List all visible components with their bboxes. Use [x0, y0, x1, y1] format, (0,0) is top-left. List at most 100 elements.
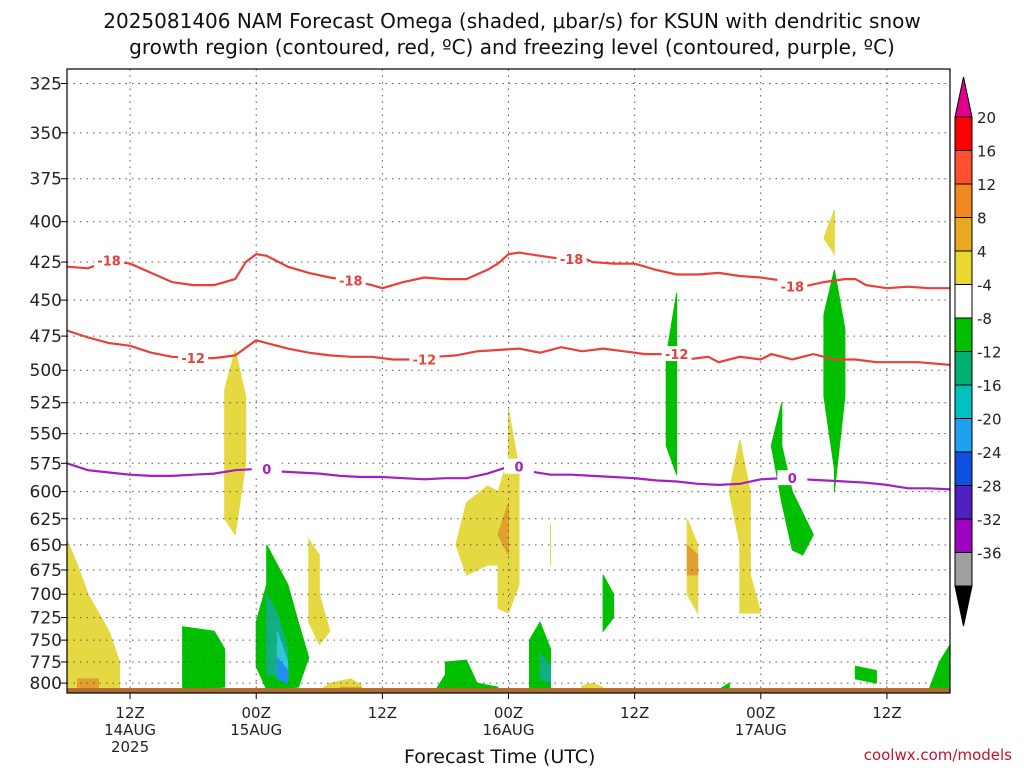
colorbar-label: -36 [977, 545, 1002, 563]
title-line-2: growth region (contoured, red, ºC) and f… [129, 35, 895, 59]
omega-region-20 [770, 402, 814, 556]
omega-region-16 [433, 659, 499, 692]
colorbar: 20 16 12 8 4 -4 -8 -12 -16 -20 -24 -28 -32 -36 [954, 76, 1002, 627]
contour--12 [67, 329, 950, 366]
y-tick-label: 500 [30, 361, 62, 381]
colorbar-segment [954, 485, 973, 520]
colorbar-segment [954, 384, 973, 419]
colorbar-label: 4 [977, 243, 987, 261]
omega-shading [67, 209, 950, 693]
x-tick-label: 16AUG [483, 721, 535, 739]
colorbar-label: -12 [977, 344, 1002, 362]
contour-label: 0 [788, 472, 797, 487]
x-tick-label: 17AUG [735, 721, 787, 739]
omega-region-1 [224, 349, 247, 536]
colorbar-segment [954, 317, 973, 352]
omega-region-21 [823, 269, 846, 492]
contour-label: -18 [97, 254, 121, 269]
contour-label: -12 [181, 352, 205, 367]
y-tick-label: 675 [30, 561, 62, 581]
contour-label: -18 [339, 275, 363, 290]
omega-region-11 [686, 543, 699, 576]
colorbar-segment [954, 183, 973, 218]
y-axis: 325 350 375 400 425 450 475 500 525 550 575 600 625 6… [30, 74, 67, 694]
contour-label-bg [661, 346, 692, 362]
x-tick-label: 15AUG [230, 721, 282, 739]
y-tick-label: 450 [30, 291, 62, 311]
omega-region-10 [497, 502, 509, 556]
colorbar-segment [954, 250, 973, 285]
contour-label: -18 [560, 253, 584, 268]
y-tick-label: 325 [30, 74, 62, 94]
credit-link[interactable]: coolwx.com/models [863, 746, 1012, 764]
chart-title: 2025081406 NAM Forecast Omega (shaded, μ… [0, 8, 1024, 60]
y-tick-label: 575 [30, 454, 62, 474]
contour-label: -18 [781, 281, 805, 296]
y-tick-label: 350 [30, 124, 62, 144]
colorbar-label: -16 [977, 377, 1002, 395]
colorbar-segment [954, 351, 973, 386]
y-tick-label: 525 [30, 394, 62, 414]
colorbar-segment [954, 284, 973, 319]
colorbar-segment [954, 451, 973, 486]
y-tick-label: 650 [30, 536, 62, 556]
colorbar-top-arrow [954, 76, 973, 118]
contour-label-bg [409, 351, 440, 367]
y-tick-label: 700 [30, 585, 62, 605]
omega-region-3 [455, 408, 520, 614]
x-axis-title: Forecast Time (UTC) [404, 746, 596, 768]
omega-region-19 [665, 292, 678, 475]
y-tick-label: 725 [30, 609, 62, 629]
contour-label-bg [504, 458, 535, 474]
colorbar-label: -28 [977, 478, 1002, 496]
omega-region-2 [308, 538, 331, 646]
colorbar-label: -32 [977, 511, 1002, 529]
colorbar-segment [954, 150, 973, 185]
x-tick-label: 12Z [368, 704, 397, 722]
omega-region-28 [276, 656, 289, 684]
colorbar-segment [954, 552, 973, 587]
omega-region-7 [823, 209, 835, 256]
x-tick-label: 2025 [111, 738, 149, 756]
colorbar-label: 8 [977, 210, 987, 228]
x-tick-label: 00Z [746, 704, 775, 722]
y-tick-label: 475 [30, 327, 62, 347]
contour-label: 0 [262, 463, 271, 478]
colorbar-label: 12 [977, 176, 996, 194]
x-tick-label: 12Z [620, 704, 649, 722]
colorbar-segment [954, 518, 973, 553]
grid-lines [67, 69, 950, 693]
omega-region-26 [539, 651, 551, 684]
y-tick-label: 800 [30, 674, 62, 694]
colorbar-label: 20 [977, 109, 996, 127]
colorbar-segment [954, 217, 973, 252]
colorbar-label: -20 [977, 411, 1002, 429]
y-tick-label: 375 [30, 170, 62, 190]
contour-label-bg [777, 278, 808, 294]
y-tick-label: 400 [30, 213, 62, 233]
y-tick-label: 425 [30, 253, 62, 273]
omega-region-6 [728, 439, 762, 614]
colorbar-segment [954, 116, 973, 151]
contour-label-bg [178, 350, 209, 366]
x-tick-label: 00Z [494, 704, 523, 722]
contour-label-bg [777, 470, 808, 486]
contour-label-bg [335, 272, 366, 288]
colorbar-label: -24 [977, 444, 1002, 462]
contour-label-bg [251, 461, 282, 477]
temperature-contours: -18 -18 -18 -18 -12 -12 -12 0 0 0 [67, 250, 950, 491]
omega-region-18 [602, 574, 615, 633]
x-tick-label: 12Z [115, 704, 144, 722]
surface-terrain-band [67, 688, 950, 693]
y-tick-label: 550 [30, 425, 62, 445]
x-tick-label: 00Z [242, 704, 271, 722]
omega-region-14 [182, 626, 226, 691]
omega-region-23 [928, 643, 950, 692]
contour-label: -12 [665, 348, 689, 363]
omega-region-0 [67, 539, 121, 692]
y-tick-label: 775 [30, 653, 62, 673]
contour-label-bg [556, 250, 587, 266]
colorbar-bottom-arrow [954, 585, 973, 627]
y-tick-label: 750 [30, 631, 62, 651]
